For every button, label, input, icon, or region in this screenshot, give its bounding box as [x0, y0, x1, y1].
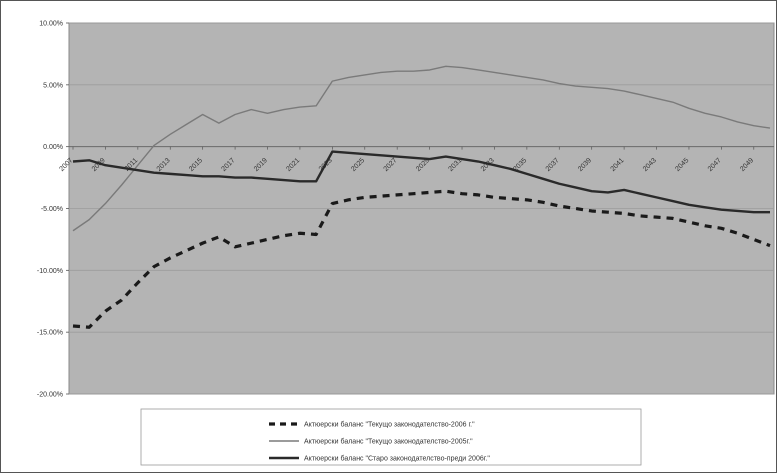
y-tick-label: -5.00%	[41, 206, 63, 213]
legend-label: Актюерски баланс "Старо законодателство-…	[304, 455, 490, 463]
series-line-3	[72, 150, 770, 214]
y-tick-label: -20.00%	[37, 392, 63, 399]
series-line-1	[72, 189, 771, 329]
y-axis-ticks: 10.00% 5.00% 0.00% -5.00% -10.00% -15.00% -20.…	[37, 21, 69, 399]
legend: Актюерски баланс "Текущо законодателство…	[140, 408, 642, 466]
y-tick-label: 0.00%	[43, 144, 63, 151]
series-group	[72, 65, 771, 329]
y-tick-label: -15.00%	[37, 330, 63, 337]
y-tick-label: 10.00%	[39, 21, 63, 28]
y-tick-label: -10.00%	[37, 268, 63, 275]
y-tick-label: 5.00%	[43, 82, 63, 89]
grid-lines	[69, 22, 774, 395]
legend-label: Актюерски баланс "Текущо законодателство…	[304, 421, 475, 429]
series-line-2	[72, 65, 771, 232]
legend-label: Актюерски баланс "Текущо законодателство…	[304, 438, 473, 446]
legend-box	[140, 408, 642, 466]
